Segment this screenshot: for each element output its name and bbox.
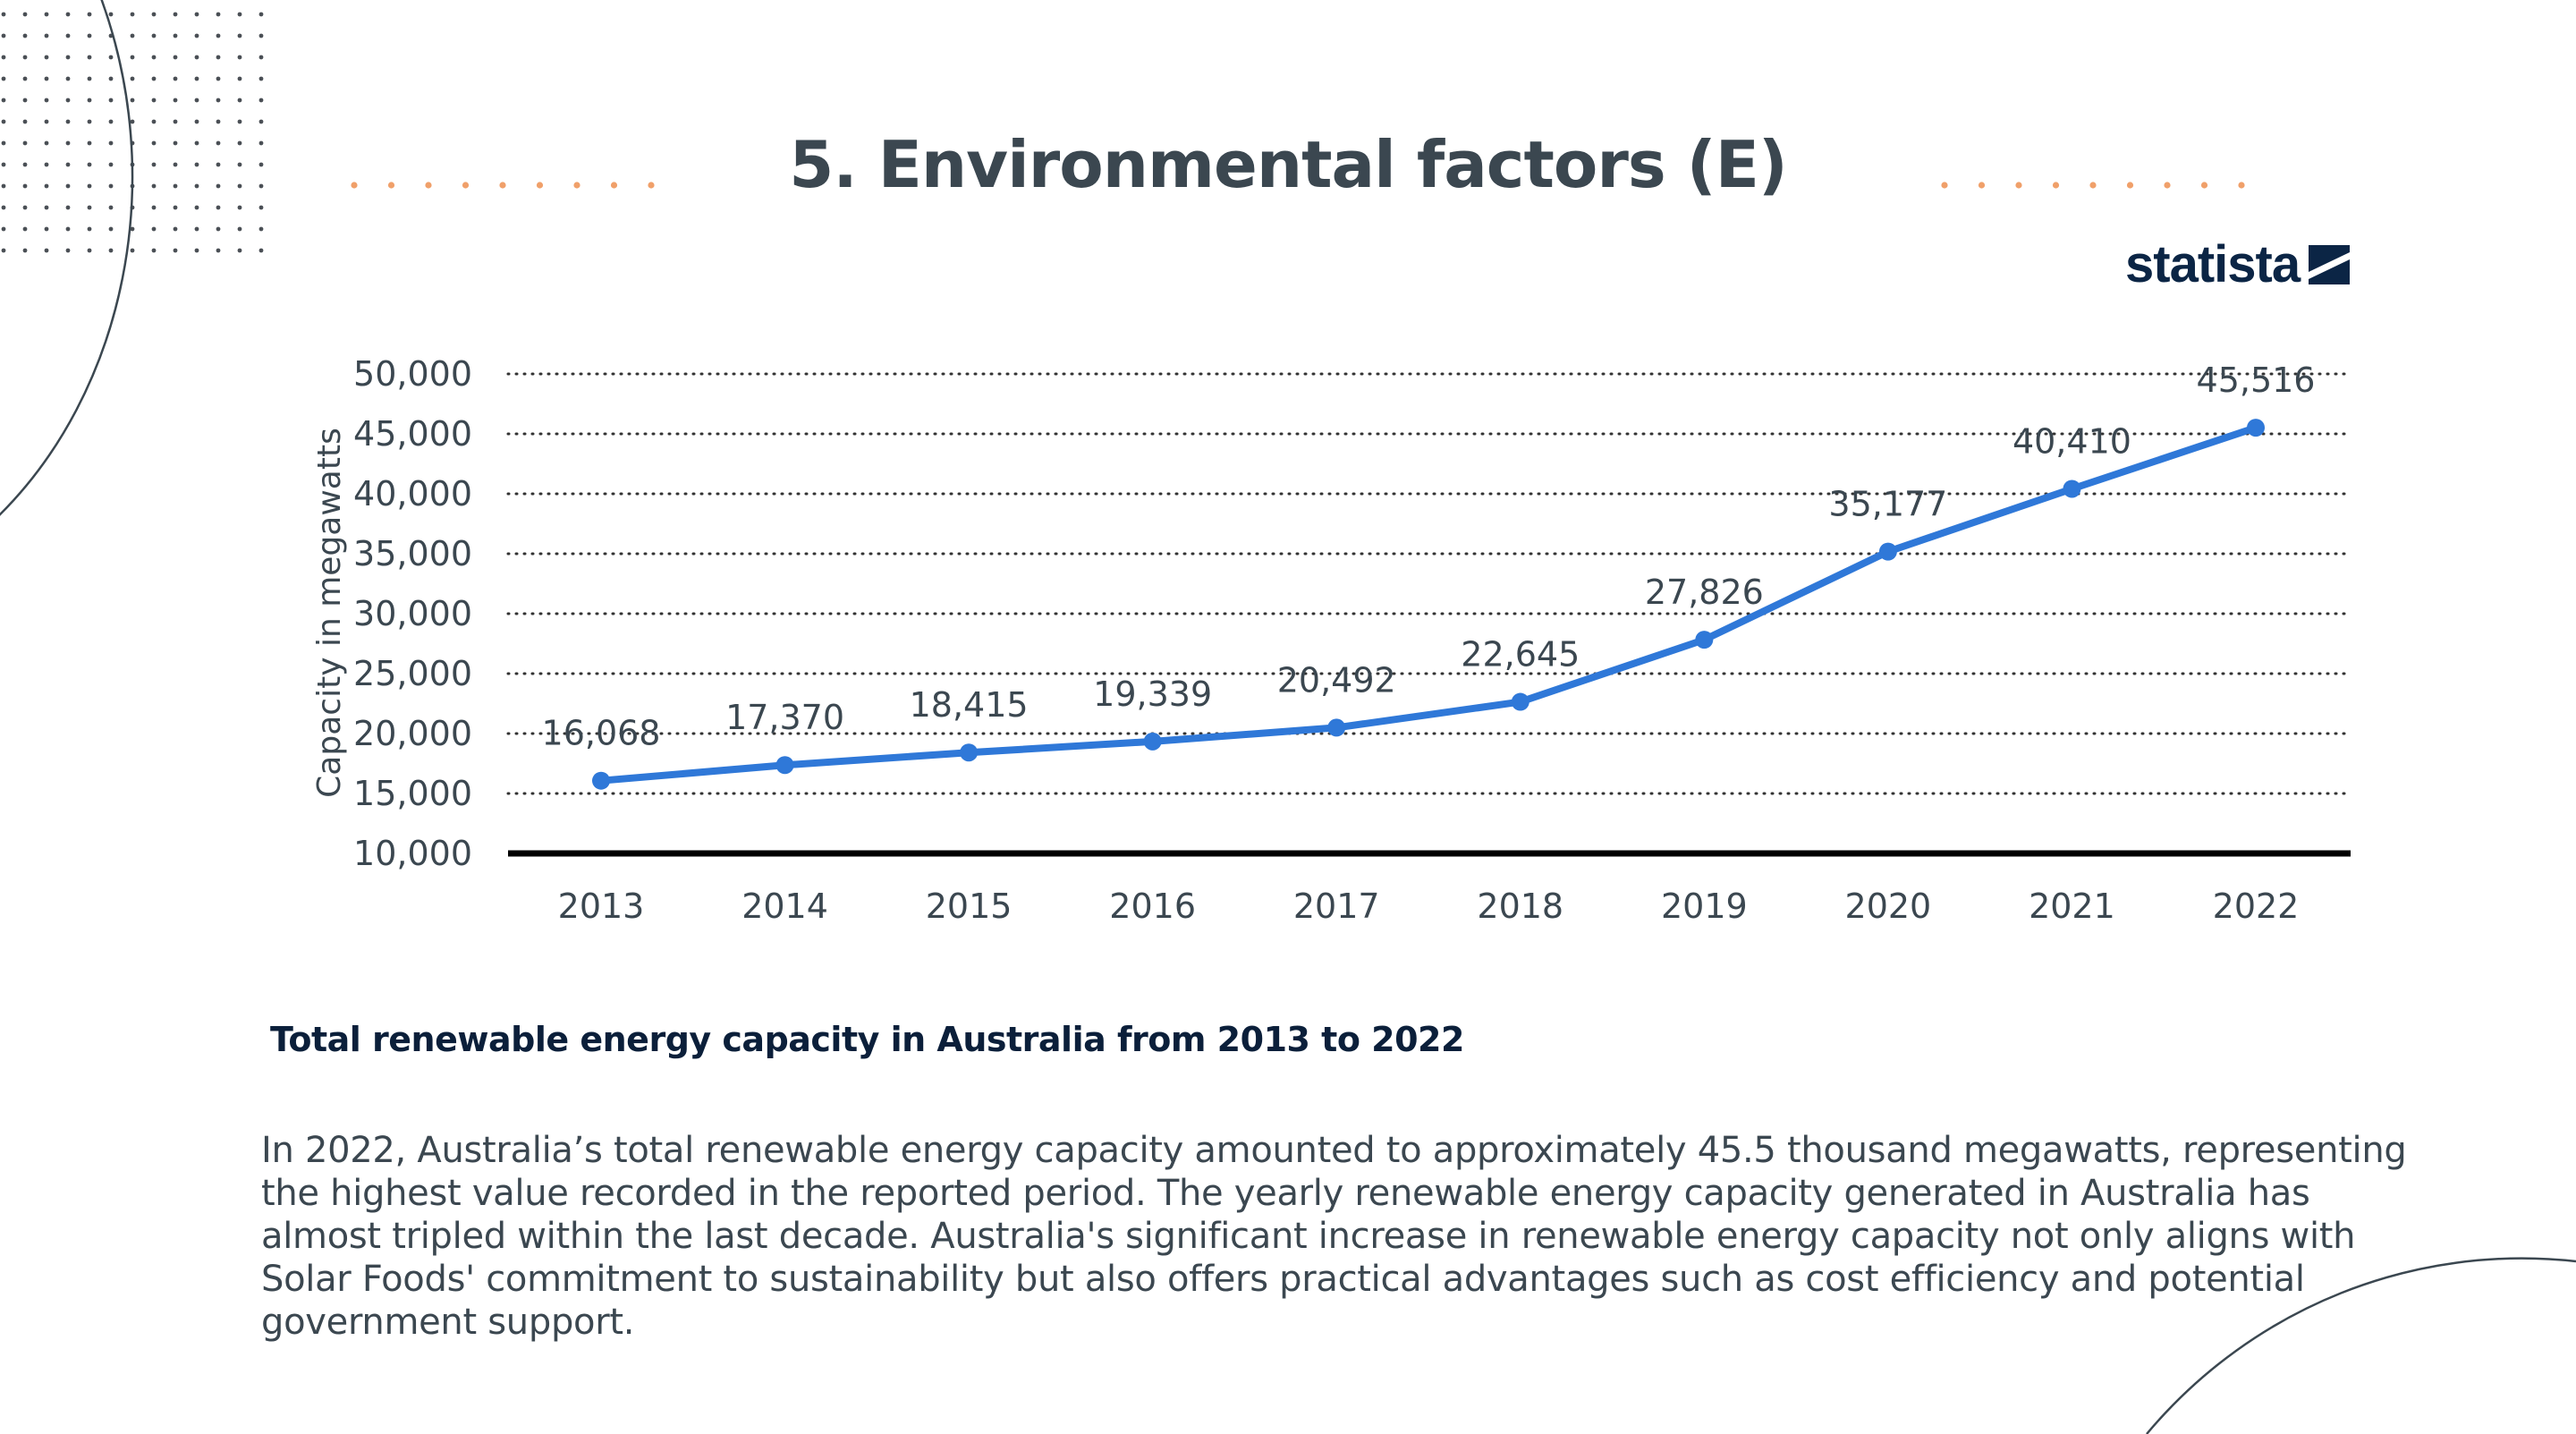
x-tick-label: 2013	[558, 887, 645, 926]
data-point	[2247, 419, 2265, 437]
data-label: 35,177	[1828, 485, 1947, 524]
chart-caption: Total renewable energy capacity in Austr…	[270, 1020, 1464, 1059]
data-point	[775, 756, 794, 775]
series-line	[597, 424, 2259, 785]
data-label: 17,370	[725, 698, 844, 737]
accent-dots-right	[1941, 182, 2245, 189]
data-label: 19,339	[1093, 675, 1212, 714]
page-title: 5. Environmental factors (E)	[789, 127, 1788, 202]
data-point	[1695, 631, 1714, 649]
brand-name: statista	[2125, 235, 2301, 293]
y-tick-label: 40,000	[353, 474, 472, 513]
y-tick-label: 50,000	[353, 354, 472, 394]
x-tick-label: 2018	[1477, 887, 1563, 926]
dot-grid-pattern	[1, 12, 264, 253]
description-text: In 2022, Australia’s total renewable ene…	[261, 1130, 2407, 1343]
y-tick-label: 35,000	[353, 534, 472, 573]
y-tick-label: 30,000	[353, 594, 472, 633]
data-label: 40,410	[2012, 422, 2131, 462]
data-label: 27,826	[1645, 573, 1764, 612]
data-point	[592, 771, 610, 790]
y-tick-label: 25,000	[353, 654, 472, 693]
x-tick-label: 2014	[741, 887, 828, 926]
decorative-arc-right	[2146, 1257, 2576, 1434]
data-point	[1878, 542, 1897, 561]
decorative-arc-left	[0, 0, 134, 516]
data-label: 20,492	[1277, 660, 1396, 700]
data-label: 22,645	[1461, 635, 1580, 675]
data-label: 18,415	[910, 685, 1029, 725]
y-axis-label: Capacity in megawatts	[311, 428, 348, 798]
x-tick-label: 2022	[2213, 887, 2300, 926]
x-tick-label: 2019	[1661, 887, 1748, 926]
data-point	[1511, 692, 1530, 711]
x-tick-label: 2017	[1293, 887, 1380, 926]
data-point	[1327, 718, 1346, 737]
x-tick-label: 2020	[1845, 887, 1932, 926]
data-point	[2063, 479, 2081, 498]
statista-icon	[2309, 244, 2351, 284]
data-label: 45,516	[2197, 361, 2316, 400]
accent-dots-left	[351, 182, 655, 189]
data-label: 16,068	[542, 714, 661, 753]
statista-logo: statista	[2125, 234, 2351, 294]
data-point	[960, 743, 979, 762]
y-tick-label: 10,000	[353, 834, 472, 873]
x-tick-label: 2021	[2029, 887, 2115, 926]
y-tick-label: 20,000	[353, 714, 472, 753]
y-tick-label: 45,000	[353, 414, 472, 454]
x-tick-label: 2016	[1109, 887, 1196, 926]
x-tick-label: 2015	[926, 887, 1013, 926]
data-point	[1143, 732, 1162, 751]
y-tick-label: 15,000	[353, 774, 472, 813]
